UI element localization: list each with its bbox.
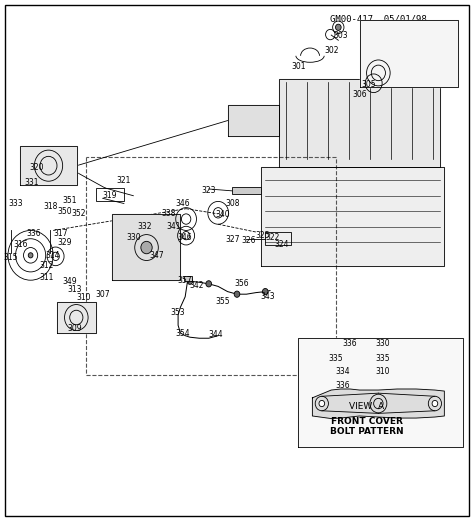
Text: 327: 327 <box>225 235 239 244</box>
Text: 352: 352 <box>72 209 86 218</box>
Text: VIEW  A: VIEW A <box>349 402 384 411</box>
Circle shape <box>141 241 152 254</box>
Circle shape <box>187 278 193 284</box>
Text: 302: 302 <box>324 46 338 55</box>
Text: 301: 301 <box>291 61 306 71</box>
Text: 332: 332 <box>138 222 152 231</box>
Text: 346: 346 <box>178 233 192 242</box>
Text: BOLT PATTERN: BOLT PATTERN <box>330 427 403 436</box>
Text: 311: 311 <box>39 273 54 282</box>
Polygon shape <box>312 389 444 418</box>
Circle shape <box>263 289 268 295</box>
Bar <box>265 232 291 245</box>
Text: 318: 318 <box>44 202 58 210</box>
Text: 315: 315 <box>4 253 18 263</box>
Text: 323: 323 <box>201 186 216 195</box>
Polygon shape <box>359 19 458 87</box>
Bar <box>232 187 261 194</box>
Circle shape <box>234 291 240 297</box>
Polygon shape <box>112 214 181 280</box>
Text: GM00-417  05/01/98: GM00-417 05/01/98 <box>330 15 427 23</box>
Text: 308: 308 <box>225 199 239 208</box>
Text: 330: 330 <box>376 339 391 348</box>
Bar <box>96 188 124 201</box>
Polygon shape <box>57 302 96 333</box>
Text: 303: 303 <box>333 31 348 40</box>
Text: 316: 316 <box>13 241 27 250</box>
Text: FRONT COVER: FRONT COVER <box>331 417 402 426</box>
Text: 344: 344 <box>209 330 223 339</box>
Text: 346: 346 <box>175 199 190 208</box>
Text: 354: 354 <box>175 329 190 338</box>
Text: 305: 305 <box>362 80 376 89</box>
Text: 325: 325 <box>255 231 270 240</box>
Text: 336: 336 <box>343 339 357 348</box>
Text: 321: 321 <box>117 176 131 184</box>
Text: 347: 347 <box>150 251 164 260</box>
Circle shape <box>206 281 211 287</box>
Text: 351: 351 <box>63 196 77 205</box>
Text: 314: 314 <box>45 251 60 260</box>
Polygon shape <box>228 105 279 136</box>
Text: 310: 310 <box>376 367 390 376</box>
Polygon shape <box>261 167 444 266</box>
Polygon shape <box>298 338 463 447</box>
Polygon shape <box>279 79 439 167</box>
Text: 306: 306 <box>352 90 367 99</box>
Circle shape <box>28 253 33 258</box>
Text: 335: 335 <box>328 354 343 364</box>
Text: 331: 331 <box>25 178 39 187</box>
Text: 320: 320 <box>29 163 44 172</box>
Text: 322: 322 <box>265 233 280 242</box>
Polygon shape <box>20 146 77 185</box>
Circle shape <box>319 401 325 406</box>
Text: 333: 333 <box>8 199 23 208</box>
Text: 335: 335 <box>376 354 391 364</box>
Text: 329: 329 <box>58 238 72 247</box>
Text: 340: 340 <box>216 210 230 219</box>
Text: 349: 349 <box>63 277 77 286</box>
Text: 317: 317 <box>53 229 67 238</box>
Circle shape <box>336 24 341 30</box>
Text: 324: 324 <box>274 241 289 250</box>
Text: 355: 355 <box>216 297 230 306</box>
Text: 309: 309 <box>67 325 82 333</box>
Text: 312: 312 <box>39 261 54 270</box>
Text: 334: 334 <box>336 367 350 376</box>
Text: 326: 326 <box>242 237 256 245</box>
Text: 336: 336 <box>336 381 350 390</box>
Text: 336: 336 <box>26 229 41 238</box>
Text: 342: 342 <box>190 281 204 290</box>
Text: 330: 330 <box>126 233 141 242</box>
Text: 357: 357 <box>178 276 192 284</box>
Text: 341: 341 <box>166 222 181 231</box>
Text: 343: 343 <box>260 292 275 301</box>
Circle shape <box>432 401 438 406</box>
Text: 356: 356 <box>235 279 249 288</box>
Text: 338: 338 <box>162 209 176 218</box>
Text: 319: 319 <box>102 191 117 200</box>
Text: 313: 313 <box>67 284 82 293</box>
Text: 353: 353 <box>171 308 185 317</box>
Text: 307: 307 <box>95 290 110 299</box>
Text: 350: 350 <box>58 207 73 216</box>
Text: 310: 310 <box>77 293 91 302</box>
Bar <box>184 276 192 281</box>
